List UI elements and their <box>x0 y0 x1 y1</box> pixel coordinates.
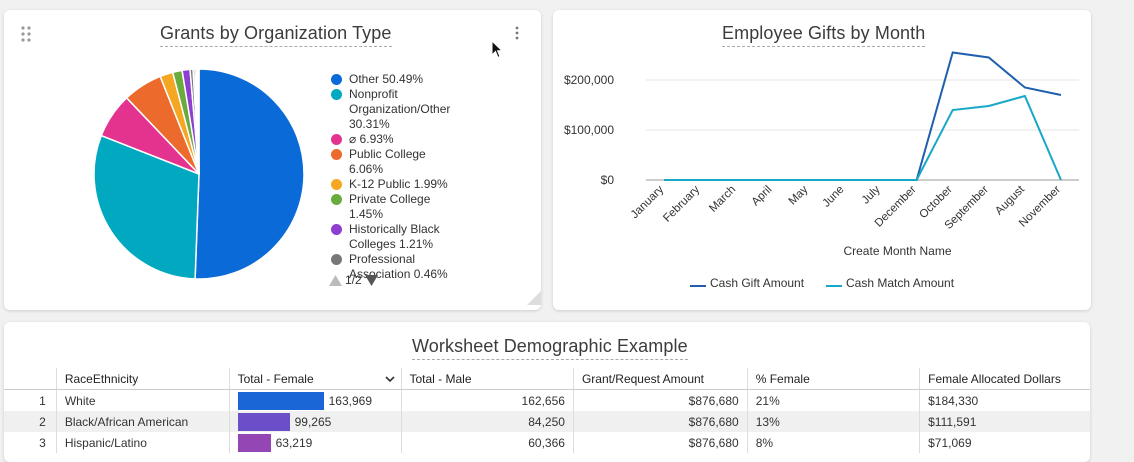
data-bar <box>237 412 290 431</box>
legend-item[interactable]: ⌀ 6.93% <box>331 132 457 147</box>
cell-pct-female: 8% <box>747 432 921 453</box>
series-line[interactable] <box>664 94 1062 181</box>
index-header <box>4 368 57 390</box>
cell-race: White <box>56 389 230 411</box>
cell-total-female-value: 163,969 <box>328 393 373 408</box>
pie-chart-title: Grants by Organization Type <box>160 23 392 47</box>
resize-handle-icon[interactable] <box>527 291 541 310</box>
pie-legend: Other 50.49% Nonprofit Organization/Other… <box>331 72 457 282</box>
cell-total-female: 163,969 <box>229 389 402 411</box>
column-header-race[interactable]: RaceEthnicity <box>56 368 230 390</box>
legend-swatch <box>331 194 342 205</box>
column-header-grant-amount[interactable]: Grant/Request Amount <box>573 368 748 390</box>
legend-swatch <box>331 254 342 265</box>
row-index: 2 <box>4 411 57 432</box>
legend-swatch <box>331 74 342 85</box>
y-tick-label: $200,000 <box>564 73 614 87</box>
pager-label: 1/2 <box>345 273 362 287</box>
y-tick-label: $0 <box>601 173 615 187</box>
pie-chart-card: Grants by Organization Type Other 50.49%… <box>4 10 541 310</box>
x-tick-label: February <box>661 183 702 224</box>
table-header-row: RaceEthnicity Total - Female Total - Mal… <box>4 368 1090 390</box>
column-header-total-female-label: Total - Female <box>237 371 314 386</box>
worksheet-title: Worksheet Demographic Example <box>412 336 688 360</box>
cell-grant-amount: $876,680 <box>573 389 748 411</box>
chevron-down-icon[interactable] <box>384 376 395 383</box>
row-index: 3 <box>4 432 57 453</box>
legend-swatch <box>331 179 342 190</box>
legend-label[interactable]: Cash Gift Amount <box>710 276 805 290</box>
pie-chart <box>93 68 305 280</box>
cell-pct-female: 13% <box>747 411 921 432</box>
legend-label[interactable]: Cash Match Amount <box>846 276 955 290</box>
cell-race: Hispanic/Latino <box>56 432 230 453</box>
legend-item[interactable]: Public College 6.06% <box>331 147 457 177</box>
worksheet-table: RaceEthnicity Total - Female Total - Mal… <box>4 368 1090 453</box>
pie-slice[interactable] <box>194 68 305 280</box>
legend-item[interactable]: Nonprofit Organization/Other 30.31% <box>331 87 457 132</box>
x-tick-label: August <box>993 183 1027 217</box>
cell-total-female: 99,265 <box>229 411 402 432</box>
worksheet-card: Worksheet Demographic Example RaceEthnic… <box>4 322 1090 462</box>
cell-grant-amount: $876,680 <box>573 411 748 432</box>
legend-swatch <box>331 134 342 145</box>
drag-handle-icon[interactable] <box>21 26 31 47</box>
series-line[interactable] <box>664 51 1062 181</box>
data-bar <box>237 433 271 452</box>
more-options-icon[interactable] <box>514 26 520 45</box>
legend-swatch <box>331 224 342 235</box>
cell-female-allocated: $184,330 <box>919 389 1090 411</box>
legend-swatch <box>331 149 342 160</box>
cell-race: Black/African American <box>56 411 230 432</box>
legend-label: Other 50.49% <box>349 72 424 86</box>
legend-item[interactable]: K-12 Public 1.99% <box>331 177 457 192</box>
cell-female-allocated: $111,591 <box>919 411 1090 432</box>
legend-label: Public College 6.06% <box>349 147 426 176</box>
legend-label: K-12 Public 1.99% <box>349 177 448 191</box>
cell-total-female-value: 63,219 <box>275 435 313 450</box>
x-tick-label: April <box>750 184 775 209</box>
legend-label: Historically Black Colleges 1.21% <box>349 222 440 251</box>
line-chart-title: Employee Gifts by Month <box>722 23 926 47</box>
cell-total-male: 84,250 <box>401 411 574 432</box>
legend-label: Nonprofit Organization/Other 30.31% <box>349 87 451 131</box>
data-bar <box>237 391 324 410</box>
legend-item[interactable]: Historically Black Colleges 1.21% <box>331 222 457 252</box>
x-tick-label: June <box>820 184 846 210</box>
cell-pct-female: 21% <box>747 389 921 411</box>
cell-total-male: 60,366 <box>401 432 574 453</box>
legend-item[interactable]: Other 50.49% <box>331 72 457 87</box>
column-header-pct-female[interactable]: % Female <box>747 368 921 390</box>
legend-item[interactable]: Private College 1.45% <box>331 192 457 222</box>
column-header-female-allocated[interactable]: Female Allocated Dollars <box>919 368 1090 390</box>
cell-grant-amount: $876,680 <box>573 432 748 453</box>
cell-female-allocated: $71,069 <box>919 432 1090 453</box>
line-chart-card: Employee Gifts by Month $0 $100,000 $200,0… <box>553 10 1091 310</box>
cell-total-female-value: 99,265 <box>294 414 332 429</box>
column-header-total-male[interactable]: Total - Male <box>401 368 574 390</box>
x-tick-label: May <box>787 183 811 207</box>
x-axis-label: Create Month Name <box>843 244 951 258</box>
cell-total-male: 162,656 <box>401 389 574 411</box>
table-row[interactable]: 3 Hispanic/Latino 63,219 60,366 $876,680 8% $7… <box>4 432 1090 453</box>
pager-up-icon[interactable] <box>329 274 342 286</box>
pie-slice[interactable] <box>197 68 200 175</box>
y-tick-label: $100,000 <box>564 123 614 137</box>
x-tick-label: July <box>860 183 883 206</box>
pager-down-icon[interactable] <box>364 274 378 286</box>
row-index: 1 <box>4 389 57 411</box>
cell-total-female: 63,219 <box>229 432 402 453</box>
table-row[interactable]: 1 White 163,969 162,656 $876,680 21% $184,330 <box>4 389 1090 411</box>
column-header-total-female[interactable]: Total - Female <box>229 368 402 390</box>
x-tick-label: March <box>707 184 738 215</box>
table-row[interactable]: 2 Black/African American 99,265 84,250 $876,… <box>4 411 1090 432</box>
mouse-cursor-icon <box>491 39 504 64</box>
legend-label: Private College 1.45% <box>349 192 431 221</box>
legend-swatch <box>331 89 342 100</box>
legend-label: ⌀ 6.93% <box>349 132 394 146</box>
pie-slice[interactable] <box>93 134 200 280</box>
legend-pager: 1/2 <box>329 273 378 287</box>
